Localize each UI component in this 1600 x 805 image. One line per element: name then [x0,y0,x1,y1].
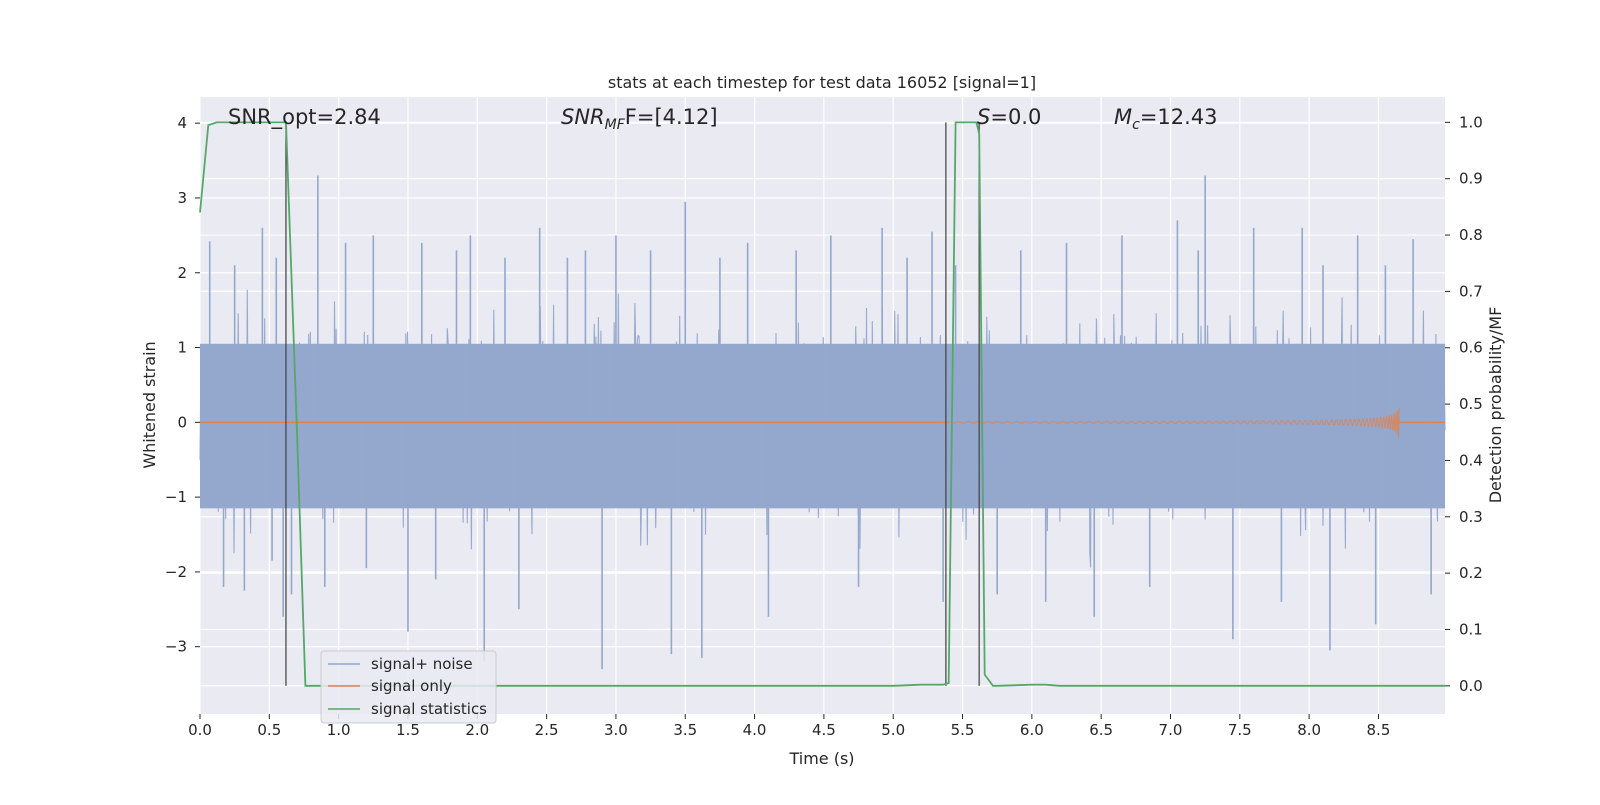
y-left-tick-label: 2 [177,264,187,282]
annotation-mc-sub: c [1132,117,1140,133]
annotation-s-rest: =0.0 [990,105,1041,129]
legend: signal+ noise signal only signal statist… [320,650,497,724]
x-tick-label: 1.5 [396,721,420,739]
x-tick-label: 0.5 [257,721,281,739]
y-left-tick-label: 1 [177,339,187,357]
legend-box [320,650,497,724]
y-left-tick-label: 4 [177,114,187,132]
x-tick-label: 1.0 [327,721,351,739]
ticks: 0.0 0.5 1.0 1.5 2.0 2.5 3.0 3.5 4.0 4.5 5.0 5.5 6.0 6… [165,113,1483,739]
annotation-snr-mf-sub: MF [605,117,626,133]
y-left-tick-label: −2 [165,563,187,581]
x-tick-label: 2.0 [465,721,489,739]
x-tick-label: 4.0 [743,721,767,739]
annotation-snr-mf-rest: F=[4.12] [625,105,718,129]
y-left-tick-label: −3 [165,638,187,656]
x-axis-label: Time (s) [788,749,854,768]
y-axis-label-right: Detection probability/MF [1486,307,1505,504]
y-left-tick-label: 3 [177,189,187,207]
legend-label-signal-plus-noise: signal+ noise [371,655,473,673]
x-tick-label: 6.0 [1020,721,1044,739]
annotation-snr-opt: SNR_opt=2.84 [228,105,381,130]
series-signal-statistics [199,121,1445,687]
annotation-mc: Mc=12.43 [1114,105,1218,133]
y-right-tick-label: 0.5 [1459,395,1483,413]
y-right-tick-label: 0.0 [1459,677,1483,695]
x-tick-label: 2.5 [535,721,559,739]
x-tick-label: 6.5 [1089,721,1113,739]
annotation-mc-base: M [1114,105,1132,129]
x-tick-label: 4.5 [812,721,836,739]
y-right-tick-label: 0.6 [1459,339,1483,357]
x-tick-label: 7.5 [1228,721,1252,739]
noise-dense-core [200,343,1445,509]
y-right-tick-label: 0.8 [1459,226,1483,244]
series-signal-only [200,408,1445,438]
x-tick-label: 7.0 [1159,721,1183,739]
annotation-s-base: S [977,105,990,129]
y-left-tick-label: 0 [177,413,187,431]
y-right-tick-label: 0.2 [1459,564,1483,582]
x-tick-label: 5.0 [881,721,905,739]
signal-statistics-line [199,121,1445,687]
y-right-tick-label: 0.9 [1459,170,1483,188]
annotation-s: S=0.0 [977,105,1041,129]
annotation-snr-mf: SNRMFF=[4.12] [561,105,718,133]
legend-label-signal-statistics: signal statistics [371,700,487,718]
x-tick-label: 3.5 [673,721,697,739]
y-right-tick-label: 0.4 [1459,451,1483,469]
y-right-tick-label: 0.7 [1459,282,1483,300]
y-left-tick-label: −1 [165,488,187,506]
x-tick-label: 8.0 [1297,721,1321,739]
chart-title: stats at each timestep for test data 160… [608,73,1036,92]
signal-chirp [948,408,1400,438]
x-tick-label: 5.5 [951,721,975,739]
annotation-mc-rest: =12.43 [1140,105,1218,129]
y-right-tick-label: 0.1 [1459,620,1483,638]
x-tick-label: 8.5 [1367,721,1391,739]
x-tick-label: 0.0 [188,721,212,739]
legend-label-signal-only: signal only [371,677,452,695]
y-axis-label-left: Whitened strain [140,341,159,468]
y-right-tick-label: 0.3 [1459,508,1483,526]
x-tick-label: 3.0 [604,721,628,739]
annotation-snr-mf-base: SNR [561,105,605,129]
y-right-tick-label: 1.0 [1459,113,1483,131]
